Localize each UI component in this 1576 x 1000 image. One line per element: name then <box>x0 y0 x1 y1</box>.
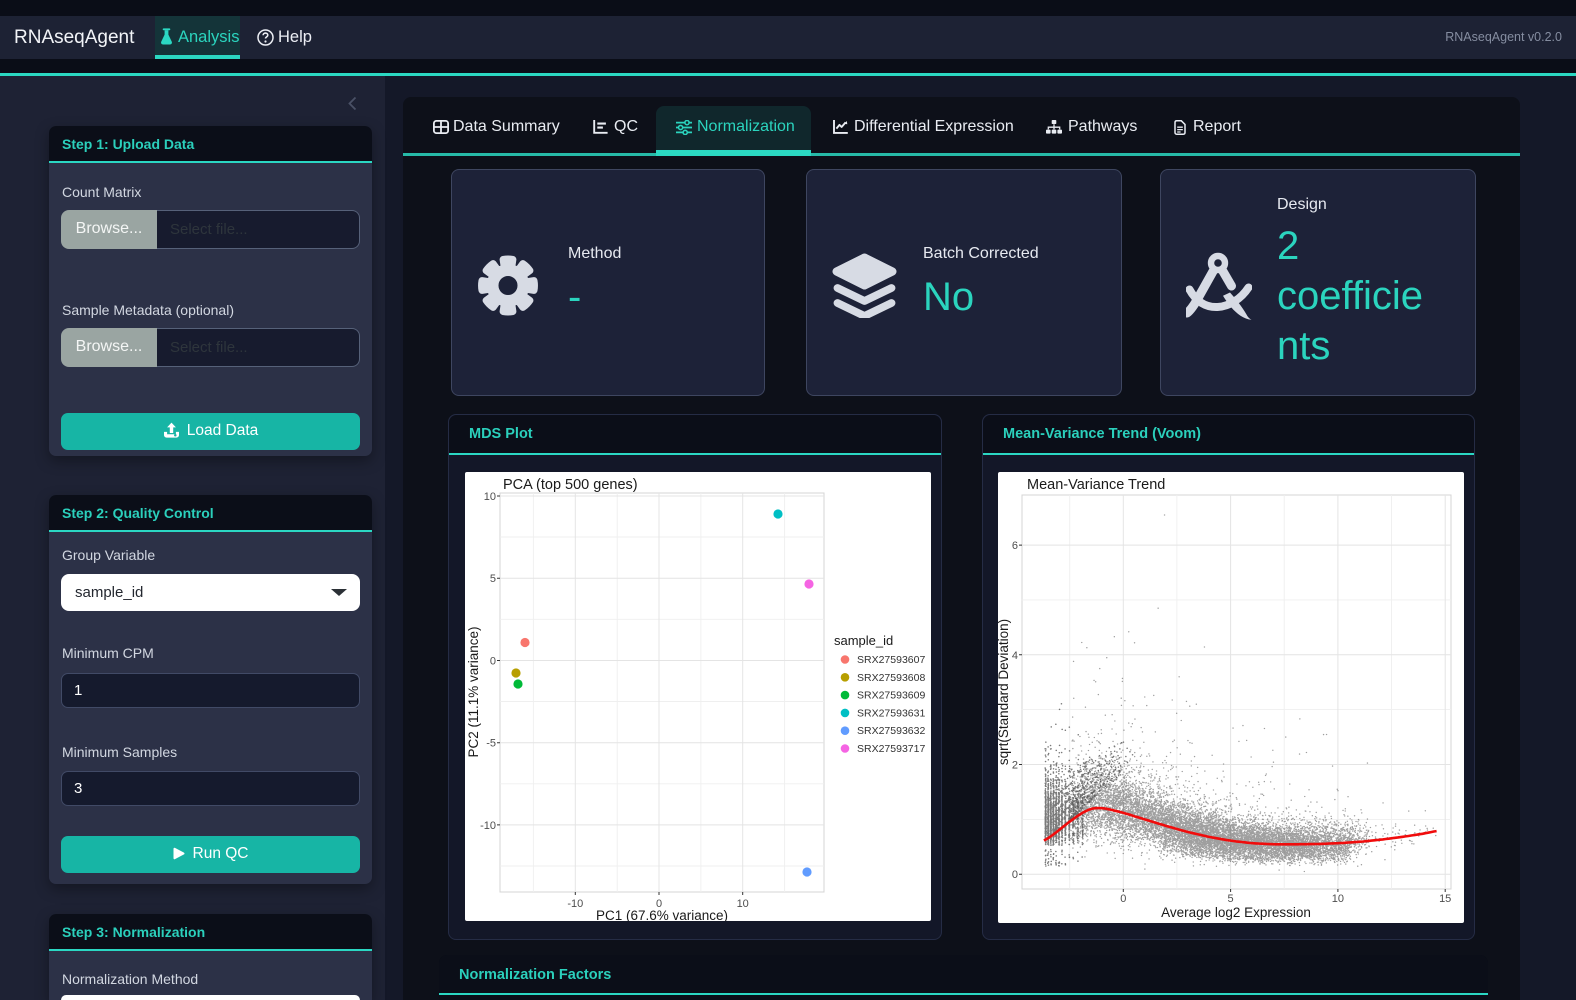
svg-text:-10: -10 <box>567 898 583 910</box>
svg-text:Average log2 Expression: Average log2 Expression <box>1161 905 1311 920</box>
svg-text:0: 0 <box>1120 893 1126 905</box>
svg-text:10: 10 <box>1332 893 1344 905</box>
svg-text:PC2 (11.1% variance): PC2 (11.1% variance) <box>466 626 481 757</box>
svg-text:0: 0 <box>490 656 496 668</box>
svg-text:SRX27593632: SRX27593632 <box>857 725 925 737</box>
svg-text:6: 6 <box>1012 540 1018 552</box>
svg-text:Mean-Variance Trend: Mean-Variance Trend <box>1027 477 1165 493</box>
svg-text:15: 15 <box>1439 893 1451 905</box>
svg-text:-5: -5 <box>486 738 496 750</box>
svg-text:10: 10 <box>484 491 496 503</box>
svg-text:0: 0 <box>1012 869 1018 881</box>
svg-text:2: 2 <box>1012 760 1018 772</box>
svg-text:4: 4 <box>1012 650 1018 662</box>
svg-text:SRX27593631: SRX27593631 <box>857 707 925 719</box>
svg-text:SRX27593608: SRX27593608 <box>857 672 925 684</box>
svg-text:sqrt(Standard Deviation): sqrt(Standard Deviation) <box>998 619 1011 765</box>
svg-text:5: 5 <box>1228 893 1234 905</box>
svg-text:PCA (top 500 genes): PCA (top 500 genes) <box>503 477 638 493</box>
svg-text:5: 5 <box>490 573 496 585</box>
svg-text:10: 10 <box>737 898 749 910</box>
svg-text:-10: -10 <box>480 820 496 832</box>
svg-text:SRX27593717: SRX27593717 <box>857 743 925 755</box>
svg-text:PC1 (67.6% variance): PC1 (67.6% variance) <box>596 908 728 921</box>
svg-text:sample_id: sample_id <box>834 633 893 648</box>
svg-text:SRX27593607: SRX27593607 <box>857 654 925 666</box>
svg-text:0: 0 <box>656 898 662 910</box>
svg-text:SRX27593609: SRX27593609 <box>857 690 925 702</box>
